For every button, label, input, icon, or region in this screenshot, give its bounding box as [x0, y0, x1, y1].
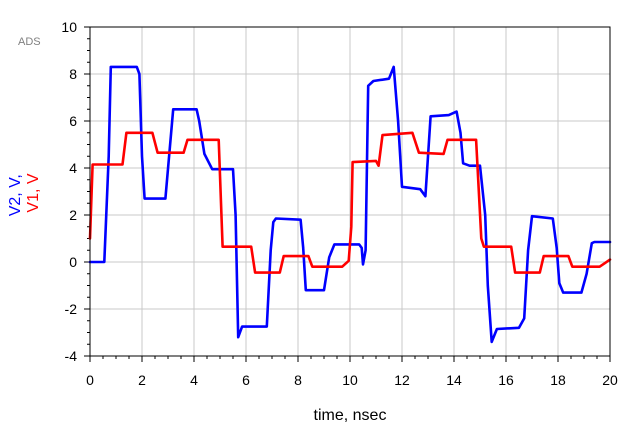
x-tick-label: 12	[394, 372, 410, 388]
y-tick-label: 4	[69, 160, 77, 176]
ads-watermark: ADS	[18, 36, 41, 48]
x-axis-title: time, nsec	[314, 407, 387, 424]
x-tick-label: 4	[190, 372, 198, 388]
series-layer	[88, 65, 612, 344]
y-tick-label: -4	[65, 348, 78, 364]
y-tick-labels: -4 -2 0 2 4 6 8 10	[61, 19, 77, 364]
series-line-v2	[88, 65, 612, 344]
y-tick-label: 8	[69, 66, 77, 82]
x-tick-label: 2	[138, 372, 146, 388]
series-line-v1	[88, 131, 612, 274]
y-tick-label: 2	[69, 207, 77, 223]
y-axis-title-part: V1, V	[25, 173, 42, 212]
y-axis-title: V2, V, V1, V	[7, 170, 42, 217]
x-tick-label: 8	[294, 372, 302, 388]
x-tick-label: 0	[86, 372, 94, 388]
x-tick-label: 20	[602, 372, 618, 388]
x-tick-label: 10	[342, 372, 358, 388]
y-tick-label: 0	[69, 254, 77, 270]
y-axis-title-part: V2, V,	[7, 170, 24, 217]
x-tick-label: 16	[498, 372, 514, 388]
x-tick-labels: 0 2 4 6 8 10 12 14 16 18 20	[86, 372, 618, 388]
y-tick-label: 6	[69, 113, 77, 129]
x-tick-label: 6	[242, 372, 250, 388]
plot-frame	[89, 26, 611, 357]
x-tick-label: 14	[446, 372, 462, 388]
y-tick-label: 10	[61, 19, 77, 35]
x-tick-label: 18	[550, 372, 566, 388]
y-tick-label: -2	[65, 301, 78, 317]
